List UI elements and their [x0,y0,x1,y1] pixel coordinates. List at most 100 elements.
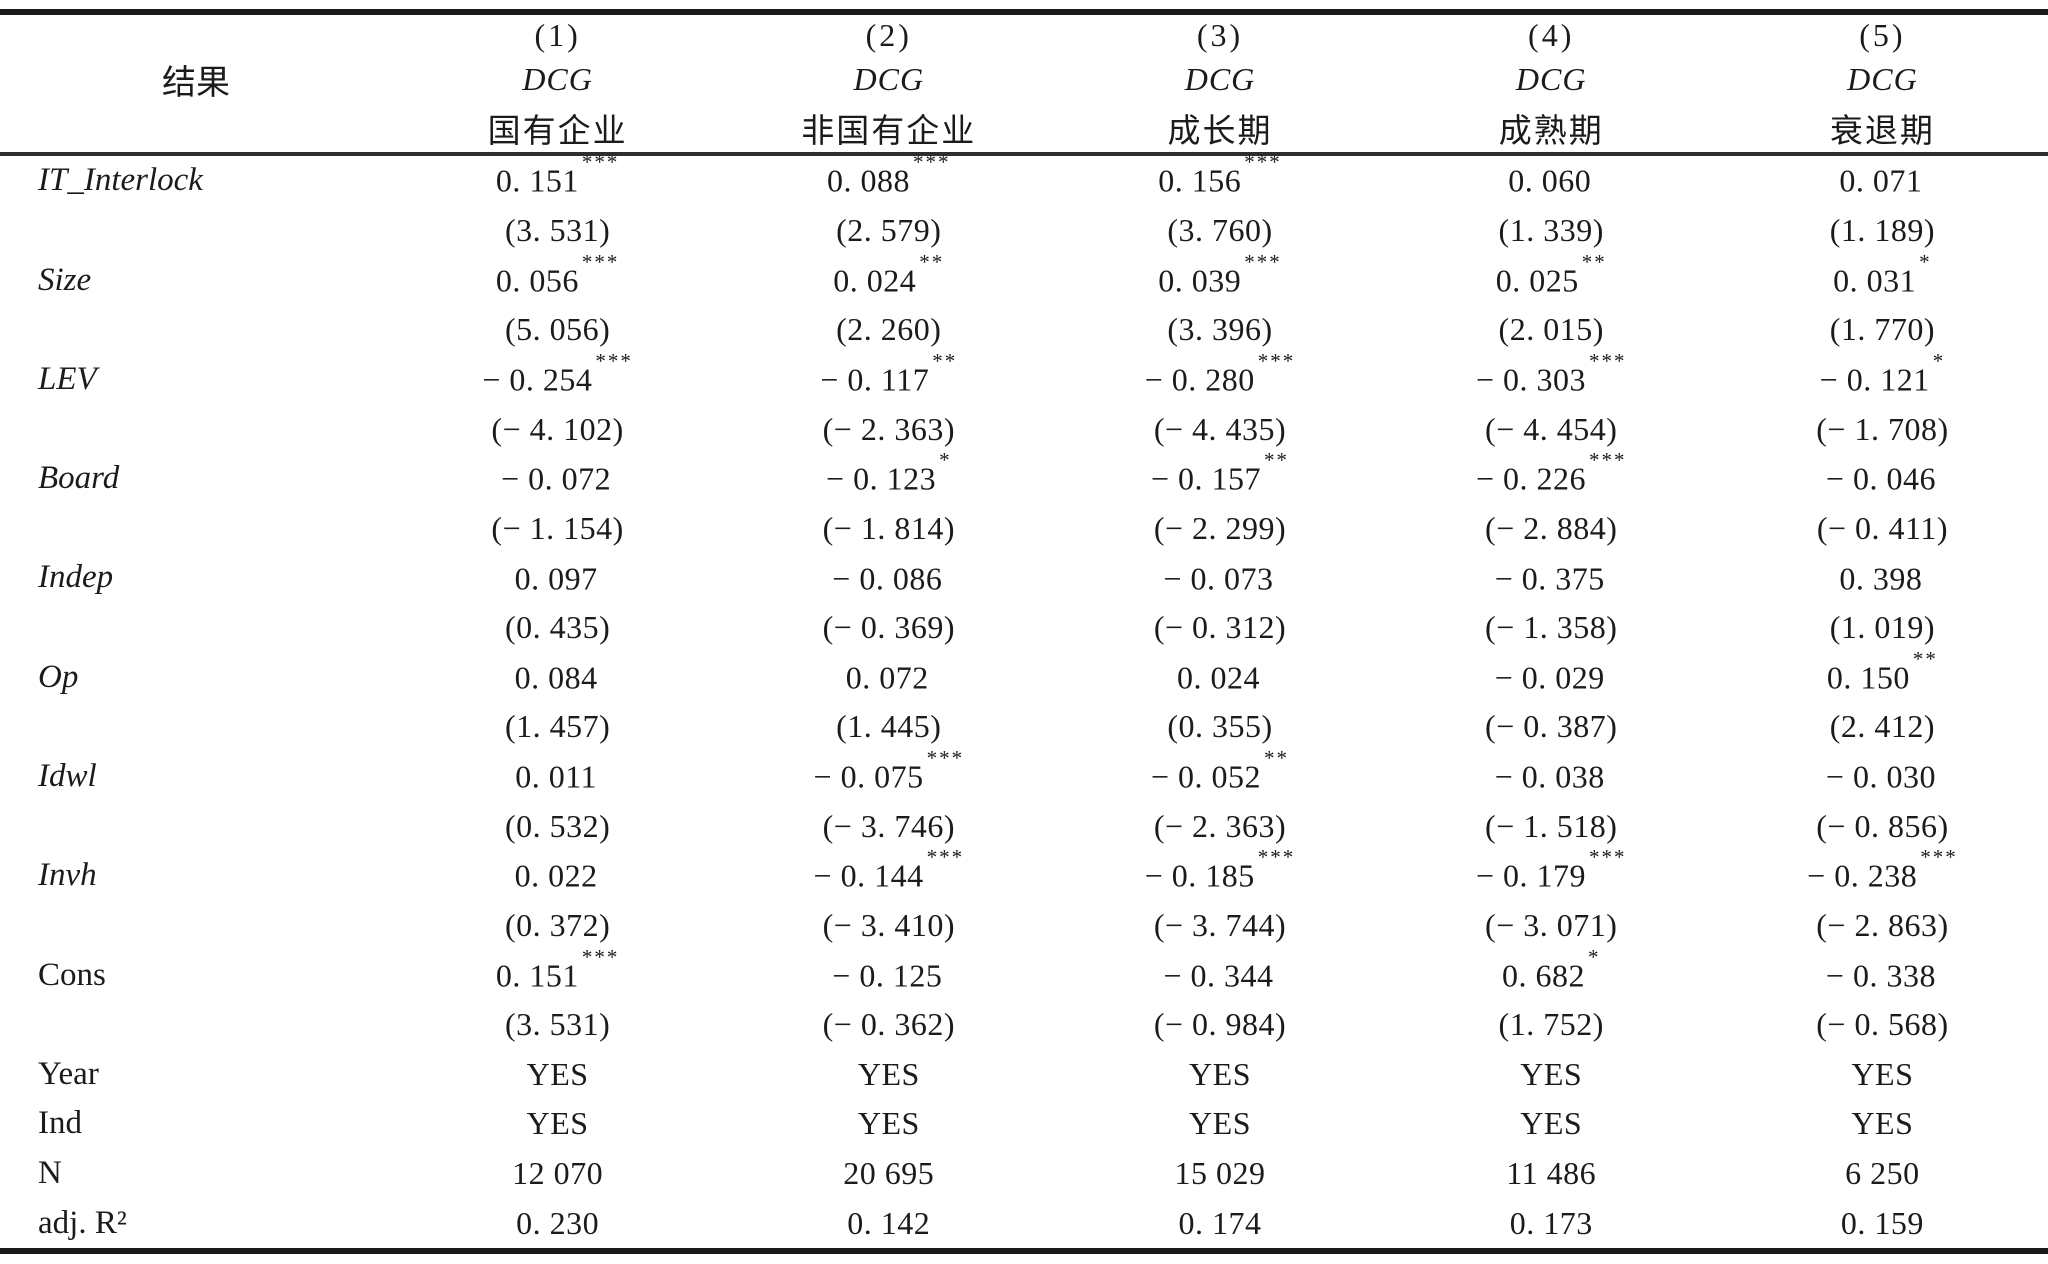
column-number: (3) [1196,16,1244,53]
table-header-rule [0,152,2048,156]
t-statistic: (− 0. 984) [1153,1006,1287,1043]
coefficient-value: 0. 084 [514,659,598,696]
coefficient-value: 0. 088 [827,163,911,200]
t-statistic: (− 1. 154) [491,509,624,546]
coefficient-value: − 0. 125 [832,957,943,994]
t-statistic: (1. 189) [1829,211,1936,248]
coefficient-value: 0. 024 [1177,659,1260,696]
coefficient-value: 0. 682 [1501,957,1585,994]
t-statistic: (− 4. 435) [1153,410,1287,447]
t-statistic: (− 1. 358) [1485,609,1618,646]
t-statistic: (− 0. 369) [822,609,955,646]
t-statistic: (− 0. 856) [1816,807,1949,844]
t-statistic: (− 2. 299) [1153,509,1287,546]
coefficient-value: − 0. 238 [1807,858,1918,895]
coefficient-value: − 0. 338 [1825,957,1936,994]
significance-stars: ** [932,349,958,374]
significance-stars: *** [595,349,633,374]
coefficient-value: 0. 151 [495,957,579,994]
stat-value: 0. 142 [847,1204,931,1241]
t-statistic: (− 2. 863) [1816,906,1949,943]
coefficient-value: − 0. 254 [482,361,593,398]
sample-group-label: 成熟期 [1498,114,1604,150]
coefficient-value: − 0. 303 [1475,361,1586,398]
t-statistic: (1. 770) [1829,311,1936,348]
header-line-numbers: (1) (2) (3) (4) (5) [0,15,2048,55]
column-number: (1) [534,16,581,53]
coefficient-value: 0. 072 [845,659,929,696]
significance-stars: *** [913,150,951,175]
t-statistic: (− 1. 708) [1816,410,1949,447]
coefficient-value: − 0. 038 [1494,758,1605,795]
coefficient-value: 0. 056 [495,262,579,299]
significance-stars: *** [1588,845,1627,870]
stat-value: 0. 173 [1509,1204,1593,1241]
t-statistic: (3. 396) [1167,311,1273,348]
significance-stars: * [1587,944,1601,969]
dependent-variable-label: DCG [1515,61,1587,97]
coefficient-value: − 0. 030 [1825,758,1936,795]
coefficient-value: − 0. 144 [813,858,924,895]
variable-label: IT_Interlock [38,162,203,199]
t-statistic: (− 3. 071) [1485,906,1618,943]
t-statistic: (2. 579) [836,211,942,248]
sample-group-label: 非国有企业 [801,114,977,150]
significance-stars: *** [1244,249,1282,274]
significance-stars: *** [581,944,620,969]
sample-group-label: 成长期 [1167,114,1273,150]
header-row-label: 结果 [162,65,230,102]
stat-value: 15 029 [1174,1155,1266,1192]
stat-value: YES [857,1055,920,1092]
coefficient-value: − 0. 344 [1163,957,1274,994]
variable-label: Cons [38,956,106,993]
coefficient-value: − 0. 072 [501,460,612,497]
significance-stars: *** [926,746,965,771]
stat-value: 12 070 [512,1155,604,1192]
t-statistic: (0. 355) [1167,708,1273,745]
stat-value: YES [1851,1105,1914,1142]
coefficient-value: 0. 031 [1833,262,1917,299]
significance-stars: *** [1588,448,1627,473]
stat-value: YES [526,1105,589,1142]
coefficient-value: 0. 150 [1826,659,1910,696]
coefficient-value: − 0. 280 [1144,361,1255,398]
coefficient-value: 0. 156 [1158,163,1242,200]
significance-stars: * [1919,249,1932,274]
dependent-variable-label: DCG [522,61,593,97]
stat-value: 0. 230 [516,1204,600,1241]
t-statistic: (1. 339) [1498,211,1604,248]
table-bottom-rule [0,1248,2048,1254]
table-header: (1) (2) (3) (4) (5) 结果 DCG DCG DCG DCG D… [0,15,2048,152]
significance-stars: *** [581,150,620,175]
stat-value: 0. 159 [1840,1204,1924,1241]
coefficient-value: 0. 022 [514,858,598,895]
coefficient-value: 0. 060 [1508,163,1592,200]
variable-label: LEV [38,360,97,397]
stat-label: Ind [38,1105,82,1142]
header-line-groups: 国有企业 非国有企业 成长期 成熟期 衰退期 [0,104,2048,152]
coefficient-value: − 0. 075 [813,758,924,795]
significance-stars: *** [926,845,965,870]
sample-group-label: 衰退期 [1829,114,1935,150]
t-statistic: (− 4. 454) [1485,410,1618,447]
t-statistic: (2. 260) [836,311,942,348]
coefficient-value: − 0. 029 [1494,659,1605,696]
coefficient-value: − 0. 121 [1819,361,1930,398]
coefficient-value: − 0. 073 [1163,560,1274,597]
t-statistic: (− 0. 362) [822,1006,955,1043]
column-number: (2) [865,16,912,53]
column-number: (5) [1859,16,1906,53]
t-statistic: (0. 532) [504,807,611,844]
t-statistic: (0. 372) [504,906,611,943]
dependent-variable-label: DCG [1847,61,1918,97]
coefficient-value: − 0. 086 [832,560,943,597]
stat-label: N [38,1155,62,1192]
significance-stars: *** [1588,349,1627,374]
coefficient-value: 0. 011 [515,758,597,795]
t-statistic: (2. 412) [1829,708,1936,745]
coefficient-value: − 0. 226 [1475,460,1586,497]
t-statistic: (− 2. 363) [1153,807,1287,844]
coefficient-value: 0. 398 [1839,560,1923,597]
coefficient-value: − 0. 117 [820,361,930,398]
variable-label: Indep [38,559,114,596]
